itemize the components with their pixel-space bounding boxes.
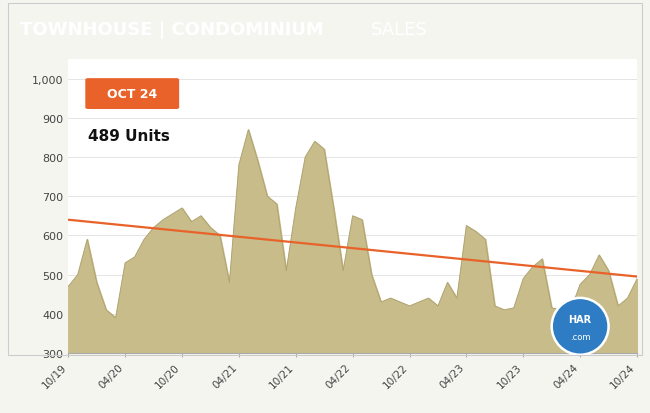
FancyBboxPatch shape (85, 79, 179, 110)
Text: 489 Units: 489 Units (88, 128, 170, 144)
Text: SALES: SALES (371, 21, 428, 39)
Text: OCT 24: OCT 24 (107, 88, 157, 101)
Text: TOWNHOUSE | CONDOMINIUM: TOWNHOUSE | CONDOMINIUM (20, 21, 324, 39)
Text: .com: .com (570, 332, 590, 341)
Text: HAR: HAR (569, 314, 592, 325)
Ellipse shape (552, 298, 608, 355)
